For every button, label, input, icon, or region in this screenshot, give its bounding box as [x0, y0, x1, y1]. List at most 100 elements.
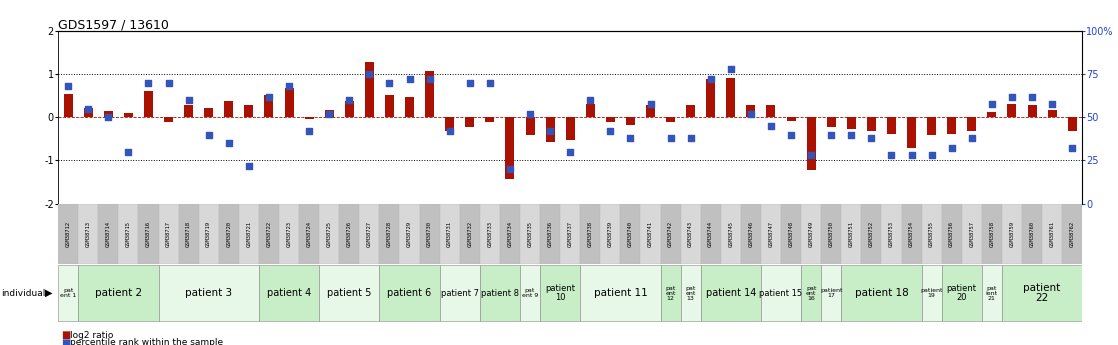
- Point: [501, 166, 519, 172]
- Point: [1063, 146, 1081, 151]
- Bar: [540, 204, 560, 264]
- Text: pat
ent 9: pat ent 9: [522, 288, 538, 298]
- Point: [882, 152, 900, 158]
- Text: individual: individual: [1, 289, 46, 298]
- Text: GSM38751: GSM38751: [849, 221, 854, 247]
- Point: [340, 97, 358, 103]
- Bar: [520, 265, 540, 322]
- Bar: [802, 265, 822, 322]
- Bar: [701, 204, 721, 264]
- Bar: [661, 265, 681, 322]
- Bar: [159, 265, 259, 322]
- Text: patient 6: patient 6: [388, 288, 432, 298]
- Text: GSM38739: GSM38739: [608, 221, 613, 247]
- Bar: [686, 105, 695, 117]
- Text: GSM38754: GSM38754: [909, 221, 915, 247]
- Point: [842, 132, 860, 137]
- Point: [120, 149, 138, 155]
- Bar: [580, 265, 661, 322]
- Bar: [987, 112, 996, 117]
- Bar: [941, 265, 982, 322]
- Text: GSM38755: GSM38755: [929, 221, 935, 247]
- Bar: [1048, 110, 1057, 117]
- Text: pat
ent
12: pat ent 12: [665, 286, 675, 301]
- Point: [1043, 101, 1061, 106]
- Bar: [741, 204, 761, 264]
- Text: GSM38758: GSM38758: [989, 221, 994, 247]
- Point: [180, 97, 198, 103]
- Bar: [58, 265, 78, 322]
- Text: GSM38744: GSM38744: [708, 221, 713, 247]
- Bar: [707, 79, 716, 117]
- Bar: [459, 204, 480, 264]
- Text: GSM38762: GSM38762: [1070, 221, 1074, 247]
- Text: pat
ent
13: pat ent 13: [685, 286, 695, 301]
- Point: [461, 80, 479, 86]
- Bar: [626, 117, 635, 125]
- Text: patient 14: patient 14: [705, 288, 756, 298]
- Point: [902, 152, 920, 158]
- Text: GSM38713: GSM38713: [86, 221, 91, 247]
- Bar: [787, 117, 796, 121]
- Bar: [781, 204, 802, 264]
- Text: GSM38749: GSM38749: [808, 221, 814, 247]
- Bar: [304, 117, 314, 119]
- Text: patient 4: patient 4: [267, 288, 311, 298]
- Bar: [921, 265, 941, 322]
- Bar: [159, 204, 179, 264]
- Bar: [64, 93, 73, 117]
- Point: [783, 132, 800, 137]
- Bar: [239, 204, 259, 264]
- Bar: [385, 95, 394, 117]
- Bar: [822, 204, 841, 264]
- Bar: [927, 117, 936, 136]
- Bar: [344, 101, 353, 117]
- Bar: [761, 265, 802, 322]
- Text: patient
17: patient 17: [819, 288, 843, 298]
- Point: [803, 152, 821, 158]
- Bar: [641, 204, 661, 264]
- Bar: [98, 204, 119, 264]
- Bar: [439, 204, 459, 264]
- Text: patient 18: patient 18: [854, 288, 908, 298]
- Bar: [866, 117, 875, 131]
- Point: [862, 135, 880, 141]
- Bar: [339, 204, 359, 264]
- Point: [240, 163, 258, 168]
- Text: GSM38757: GSM38757: [969, 221, 974, 247]
- Bar: [139, 204, 159, 264]
- Point: [281, 83, 299, 89]
- Bar: [425, 71, 434, 117]
- Bar: [747, 105, 756, 117]
- Text: GSM38740: GSM38740: [628, 221, 633, 247]
- Bar: [560, 204, 580, 264]
- Point: [1003, 94, 1021, 99]
- Text: GSM38724: GSM38724: [306, 221, 312, 247]
- Bar: [124, 113, 133, 117]
- Text: patient
19: patient 19: [920, 288, 942, 298]
- Bar: [379, 265, 439, 322]
- Point: [581, 97, 599, 103]
- Bar: [600, 204, 620, 264]
- Bar: [205, 108, 214, 117]
- Bar: [219, 204, 239, 264]
- Text: patient
20: patient 20: [947, 284, 977, 302]
- Point: [160, 80, 178, 86]
- Text: patient 7: patient 7: [440, 289, 479, 298]
- Point: [481, 80, 499, 86]
- Bar: [566, 117, 575, 140]
- Bar: [439, 265, 480, 322]
- Text: GSM38748: GSM38748: [788, 221, 794, 247]
- Text: patient 8: patient 8: [481, 289, 519, 298]
- Bar: [822, 265, 841, 322]
- Bar: [661, 204, 681, 264]
- Bar: [119, 204, 139, 264]
- Text: patient 2: patient 2: [95, 288, 142, 298]
- Text: patient
22: patient 22: [1023, 283, 1061, 303]
- Text: GSM38761: GSM38761: [1050, 221, 1054, 247]
- Text: pat
ient
21: pat ient 21: [986, 286, 998, 301]
- Text: GSM38715: GSM38715: [126, 221, 131, 247]
- Bar: [767, 105, 776, 117]
- Point: [440, 128, 458, 134]
- Point: [79, 106, 97, 111]
